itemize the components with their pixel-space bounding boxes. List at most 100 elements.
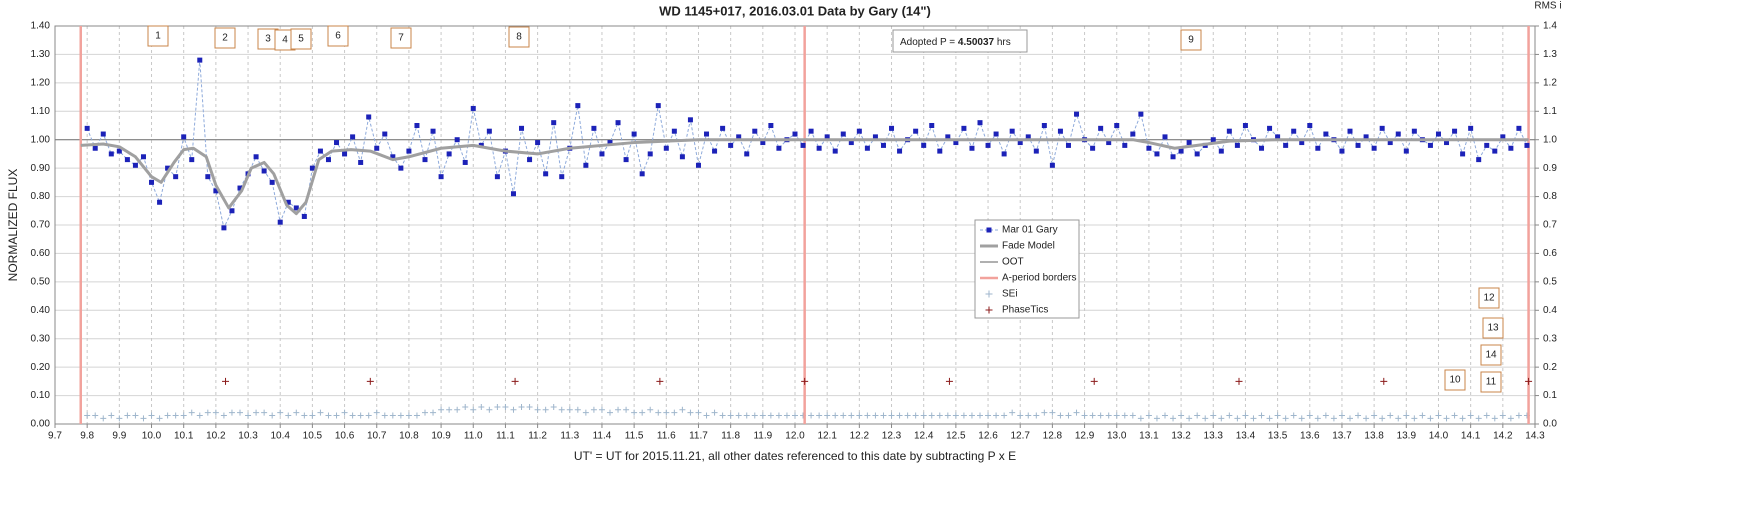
sei-marker xyxy=(1129,412,1136,419)
sei-marker xyxy=(180,412,187,419)
sei-marker xyxy=(349,412,356,419)
sei-marker xyxy=(1507,415,1514,422)
flux-marker xyxy=(655,103,661,109)
flux-marker xyxy=(736,134,742,140)
sei-marker xyxy=(220,412,227,419)
period-box xyxy=(892,29,1028,53)
x-tick-label: 11.8 xyxy=(721,431,740,442)
sei-marker xyxy=(751,412,758,419)
sei-marker xyxy=(848,412,855,419)
flux-marker xyxy=(1009,128,1015,134)
x-tick-label: 12.2 xyxy=(850,431,870,442)
sei-marker xyxy=(920,412,927,419)
sei-marker xyxy=(1266,415,1273,422)
flux-marker xyxy=(1315,145,1321,151)
y2-tick-label: 1.1 xyxy=(1543,106,1557,117)
sei-marker xyxy=(1435,412,1442,419)
flux-marker xyxy=(470,105,476,111)
event-label: 1 xyxy=(155,31,161,42)
flux-marker xyxy=(752,128,758,134)
sei-marker xyxy=(550,403,557,410)
flux-marker xyxy=(1444,140,1450,146)
event-box xyxy=(327,25,349,47)
flux-marker xyxy=(583,162,589,168)
flux-marker xyxy=(398,165,404,171)
sei-marker xyxy=(1459,415,1466,422)
sei-marker xyxy=(639,409,646,416)
sei-marker xyxy=(607,409,613,416)
sei-marker xyxy=(1427,415,1434,422)
event-box xyxy=(214,27,236,49)
y-tick-label: 0.00 xyxy=(31,419,51,430)
y-tick-label: 0.20 xyxy=(31,362,51,373)
event-label: 4 xyxy=(282,35,288,46)
phase-tic xyxy=(945,377,953,385)
flux-marker xyxy=(454,137,460,143)
x-tick-label: 11.0 xyxy=(464,431,483,442)
flux-marker xyxy=(889,125,895,131)
y-tick-label: 1.10 xyxy=(31,106,51,117)
flux-marker xyxy=(422,157,428,163)
flux-marker xyxy=(792,131,798,137)
legend-label: Mar 01 Gary xyxy=(1002,225,1058,236)
flux-marker xyxy=(309,165,315,171)
sei-marker xyxy=(928,412,935,419)
x-tick-label: 13.9 xyxy=(1397,431,1417,442)
flux-marker xyxy=(848,140,854,146)
flux-marker xyxy=(494,174,500,180)
sei-marker xyxy=(1033,412,1040,419)
flux-marker xyxy=(704,131,710,137)
flux-marker xyxy=(253,154,259,160)
sei-marker xyxy=(317,409,324,416)
sei-marker xyxy=(896,412,903,419)
flux-marker xyxy=(1307,123,1313,128)
chart-title: WD 1145+017, 2016.03.01 Data by Gary (14… xyxy=(659,3,931,18)
flux-marker xyxy=(1379,125,1385,131)
x-tick-label: 12.6 xyxy=(978,431,998,442)
flux-marker xyxy=(108,151,114,157)
sei-marker xyxy=(655,409,662,416)
sei-marker xyxy=(574,406,581,413)
flux-marker xyxy=(1484,142,1490,148)
flux-marker xyxy=(663,145,669,151)
flux-marker xyxy=(1492,148,1498,154)
flux-marker xyxy=(1146,145,1152,151)
flux-marker xyxy=(872,134,878,140)
flux-marker xyxy=(165,165,171,171)
x-tick-label: 12.3 xyxy=(882,431,902,442)
sei-marker xyxy=(1322,412,1329,419)
legend: Mar 01 Gary Fade Model OOT A-period borders… xyxy=(974,219,1080,319)
sei-marker xyxy=(1467,412,1474,419)
sei-marker xyxy=(156,415,163,422)
x-tick-label: 13.5 xyxy=(1268,431,1288,442)
flux-marker xyxy=(173,174,179,180)
y-tick-label: 0.60 xyxy=(31,248,51,259)
sei-marker xyxy=(582,409,589,416)
flux-marker xyxy=(840,131,846,137)
flux-marker xyxy=(366,114,372,120)
phase-tic xyxy=(1090,377,1098,385)
sei-marker xyxy=(735,412,742,419)
sei-marker xyxy=(534,406,541,413)
y2-tick-label: 0.4 xyxy=(1543,305,1557,316)
x-tick-label: 12.0 xyxy=(785,431,805,442)
period-note: Adopted P = 4.50037 hrs xyxy=(892,29,1028,53)
flux-marker xyxy=(84,125,90,131)
flux-marker xyxy=(334,140,340,146)
x-tick-label: 11.4 xyxy=(593,431,612,442)
sei-marker xyxy=(333,412,340,419)
event-label: 13 xyxy=(1487,323,1499,334)
flux-marker xyxy=(1508,145,1514,151)
event-label: 7 xyxy=(398,33,404,44)
flux-marker xyxy=(1234,142,1240,148)
sei-marker xyxy=(1314,415,1321,422)
sei-marker xyxy=(1258,412,1265,419)
x-tick-label: 10.3 xyxy=(238,431,258,442)
x-tick-label: 9.7 xyxy=(48,431,62,442)
flux-marker xyxy=(760,140,766,146)
sei-marker xyxy=(663,409,670,416)
flux-marker xyxy=(301,213,307,219)
flux-marker xyxy=(1226,128,1232,134)
